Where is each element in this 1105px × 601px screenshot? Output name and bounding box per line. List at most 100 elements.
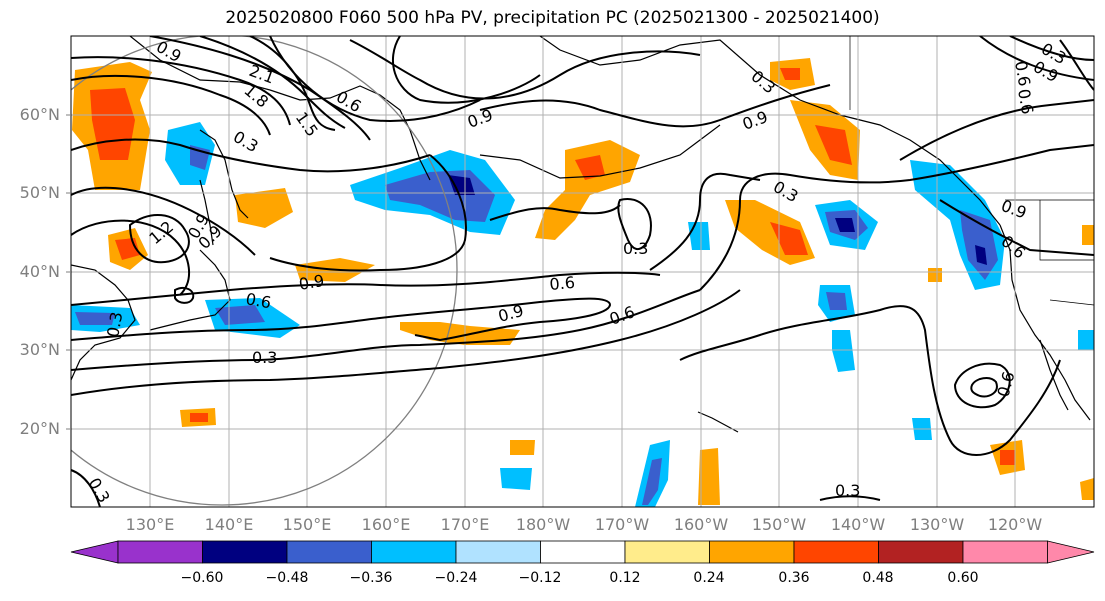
pv-contour [71,56,291,126]
precip-positive-patch [500,468,532,490]
colorbar-tick-label: 0.60 [947,570,979,586]
colorbar-bin [286,540,372,564]
precip-positive-patch [190,413,208,422]
colorbar-tick-label: −0.12 [518,570,562,586]
pv-contour [970,377,998,398]
precip-positive-patch [928,268,942,282]
colorbar-bin [878,540,964,564]
region-circle [71,36,458,506]
contour-label: 0.3 [230,127,262,156]
pv-contour [489,204,621,221]
map-title: 2025020800 F060 500 hPa PV, precipitatio… [225,8,880,28]
precip-positive-patch [510,440,535,455]
lon-label: 130°E [125,515,175,534]
contour-label: 0.3 [770,177,802,206]
coastline-baja [1039,339,1069,411]
pv-contour [128,213,190,264]
border-us-mexico [1049,299,1094,306]
precip-positive-patch [1000,450,1015,465]
pv-contour [149,36,371,141]
colorbar-bin [540,540,626,564]
colorbar-tick-label: −0.60 [180,570,224,586]
lat-label: 40°N [19,262,60,281]
contour-label: 0.9 [465,105,495,132]
precip-positive-patch [575,155,605,180]
contour-label: 1.5 [292,108,322,140]
borders [849,36,1094,306]
coastline-aleutians [479,124,721,179]
contour-label: 0.3 [835,481,860,500]
pv-contour [71,186,256,256]
contour-label: 0.6 [1011,59,1034,87]
pv-contour [699,144,1094,291]
lon-label: 130°W [909,515,965,534]
lon-label: 120°W [987,515,1043,534]
pv-contour [71,469,101,507]
colorbar-bin [455,540,541,564]
colorbar-bin [371,540,457,564]
pv-contour [1059,39,1094,91]
colorbar-bin [962,540,1048,564]
lon-label: 160°W [673,515,729,534]
pv-contour [819,495,881,501]
pv-contour [71,219,191,296]
precip-positive-patch [1082,225,1094,245]
precip-negative-patch [835,218,855,232]
lat-label: 30°N [19,340,60,359]
colorbar-tick-label: −0.24 [434,570,478,586]
precip-negative-patch [448,175,475,195]
pv-contour [269,36,481,122]
pv-contour [899,99,1094,161]
colorbar-tick-label: 0.48 [862,570,894,586]
precip-negative-patch [1078,330,1094,350]
pv-contour [71,289,701,371]
contour-label: 0.6 [549,273,576,294]
precip-negative-patch [826,292,847,310]
pv-contours [71,36,1094,507]
pv-contour [174,287,195,304]
coastline-north-america [999,224,1091,421]
precip-positive-patch [780,68,800,80]
pv-contour [391,36,541,104]
pv-contour [199,36,346,129]
gridlines [71,36,1094,507]
pv-contour [1009,36,1094,61]
colorbar-bin [793,540,879,564]
pv-contour [979,36,1094,81]
contour-label: 0.3 [103,310,126,338]
coastline-korea-china [71,264,136,381]
precip-shading [71,58,1094,507]
pv-contour [953,362,1011,409]
colorbar-bin [117,540,203,564]
pv-contour [71,138,431,173]
colorbar-tick-label: 0.12 [609,570,641,586]
pv-contour [249,36,336,131]
pv-contour [71,271,661,306]
lat-label: 50°N [19,183,60,202]
precip-positive-patch [535,140,640,240]
precip-negative-patch [75,312,115,325]
lon-label: 140°W [830,515,886,534]
colorbar [70,540,1095,564]
colorbar-tick-label: 0.36 [778,570,810,586]
precip-negative-patch [832,330,855,372]
pv-contour [939,199,1094,256]
lon-label: 150°E [282,515,332,534]
precip-negative-patch [688,222,710,250]
precip-positive-patch [235,188,293,228]
coastline-alaska [539,36,1001,226]
border-provinces [1039,200,1094,261]
contour-label: 0.9 [496,301,526,326]
colorbar-bin [709,540,795,564]
precip-negative-patch [642,458,662,505]
colorbar-tick-label: −0.36 [349,570,393,586]
pv-contour [479,84,831,128]
coastline-sakhalin [199,179,214,246]
colorbar-tick-label: −0.48 [265,570,309,586]
contour-label: 0.3 [252,348,277,367]
lon-label: 170°W [594,515,650,534]
contour-label: 0.3 [623,239,648,258]
pv-contour [71,297,612,342]
pv-contour [269,154,467,272]
